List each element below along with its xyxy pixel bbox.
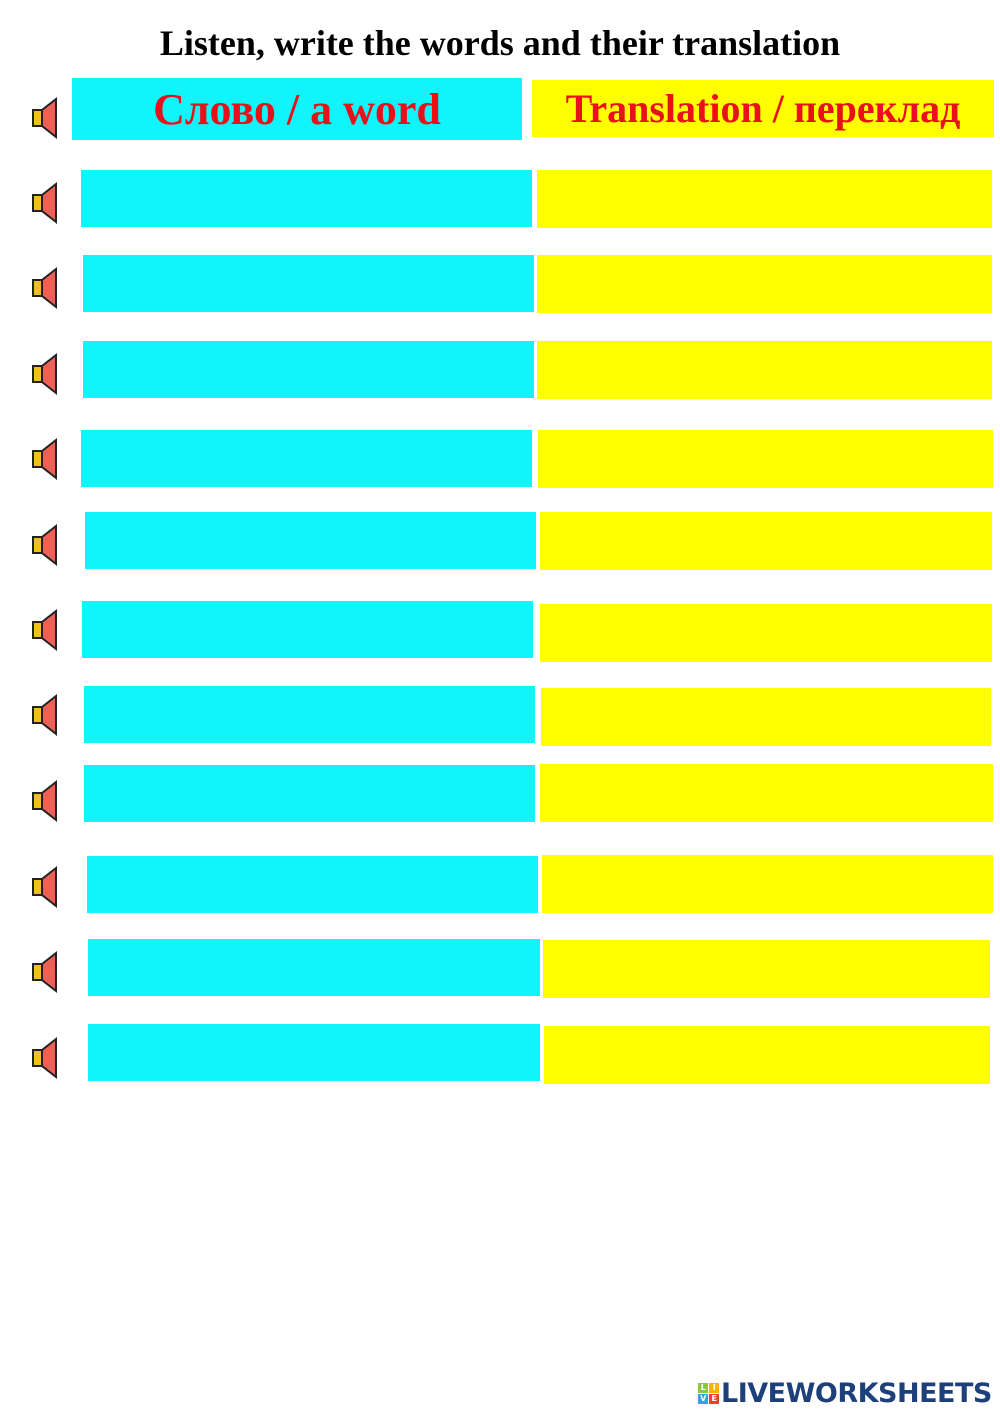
word-input[interactable] <box>81 170 532 227</box>
word-input[interactable] <box>83 341 534 398</box>
translation-input[interactable] <box>537 255 992 313</box>
translation-input[interactable] <box>543 940 990 998</box>
translation-input[interactable] <box>540 764 993 822</box>
speaker-icon[interactable] <box>31 608 59 652</box>
word-input[interactable] <box>88 939 540 996</box>
logo-mark-icon: L I V E <box>698 1383 719 1404</box>
word-input[interactable] <box>84 686 535 743</box>
speaker-icon[interactable] <box>31 437 59 481</box>
word-input[interactable] <box>82 601 533 658</box>
word-column-header: Слово / a word <box>72 78 522 140</box>
speaker-icon[interactable] <box>31 181 59 225</box>
speaker-icon[interactable] <box>31 352 59 396</box>
translation-input[interactable] <box>537 341 992 399</box>
translation-input[interactable] <box>540 512 992 570</box>
word-input[interactable] <box>88 1024 540 1081</box>
speaker-icon[interactable] <box>31 1036 59 1080</box>
speaker-icon[interactable] <box>31 96 59 140</box>
word-input[interactable] <box>83 255 534 312</box>
translation-input[interactable] <box>537 170 992 228</box>
word-input[interactable] <box>84 765 535 822</box>
speaker-icon[interactable] <box>31 523 59 567</box>
translation-input[interactable] <box>540 604 992 662</box>
logo-letter: L <box>698 1383 708 1393</box>
logo-letter: I <box>709 1383 719 1393</box>
speaker-icon[interactable] <box>31 779 59 823</box>
translation-input[interactable] <box>542 855 993 913</box>
word-input[interactable] <box>87 856 538 913</box>
liveworksheets-logo: L I V E LIVEWORKSHEETS <box>698 1378 992 1409</box>
word-input[interactable] <box>85 512 536 569</box>
logo-text: LIVEWORKSHEETS <box>721 1378 992 1409</box>
speaker-icon[interactable] <box>31 266 59 310</box>
page-title: Listen, write the words and their transl… <box>159 23 841 63</box>
logo-letter: E <box>709 1394 719 1404</box>
translation-input[interactable] <box>538 430 993 488</box>
translation-input[interactable] <box>544 1026 990 1084</box>
speaker-icon[interactable] <box>31 950 59 994</box>
translation-column-header: Translation / переклад <box>532 80 994 137</box>
translation-input[interactable] <box>541 688 991 746</box>
logo-letter: V <box>698 1394 708 1404</box>
word-input[interactable] <box>81 430 532 487</box>
speaker-icon[interactable] <box>31 693 59 737</box>
speaker-icon[interactable] <box>31 865 59 909</box>
